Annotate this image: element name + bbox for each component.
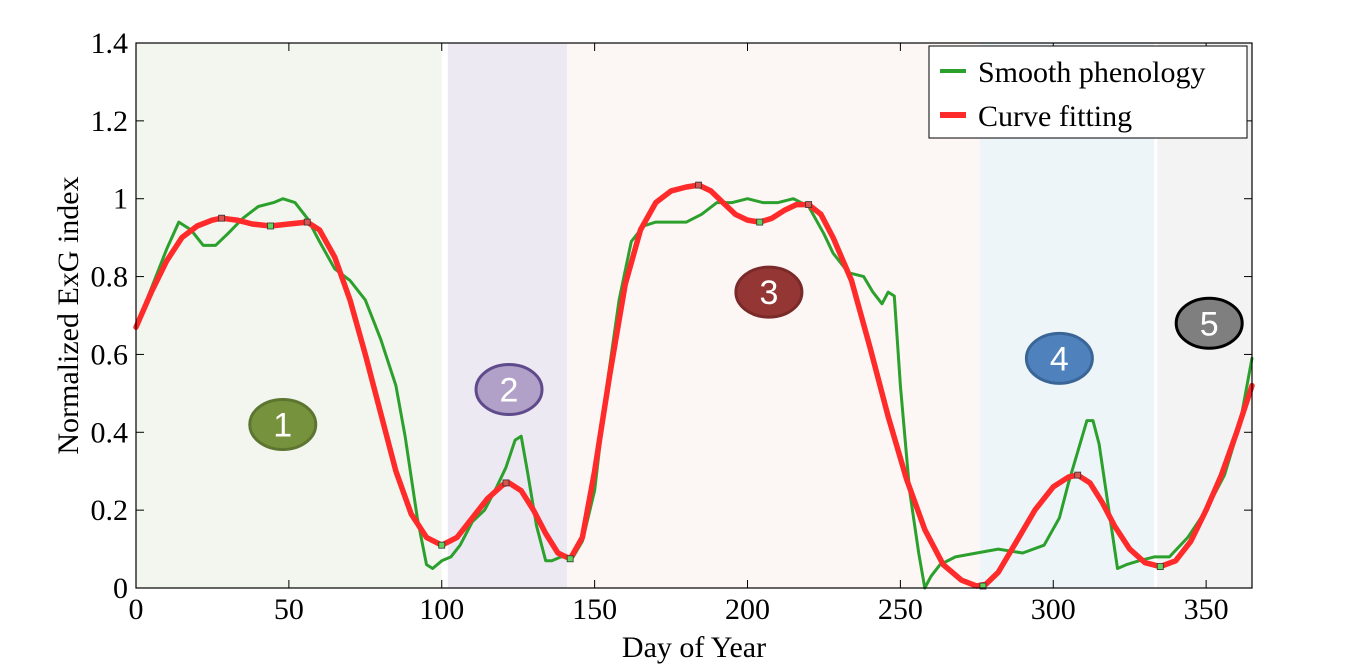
x-tick-label: 250 xyxy=(878,593,923,626)
peak-point xyxy=(218,214,226,222)
x-tick-label: 100 xyxy=(419,593,464,626)
period-band-2 xyxy=(447,43,568,588)
trough-point xyxy=(756,218,764,226)
period-marker-1 xyxy=(248,398,318,451)
x-tick-label: 350 xyxy=(1184,593,1229,626)
y-tick-label: 0.2 xyxy=(91,494,129,527)
x-tick-label: 50 xyxy=(274,593,304,626)
period-band-1 xyxy=(136,43,442,588)
key-points xyxy=(218,181,1164,590)
y-axis-label: Normalized ExG index xyxy=(52,176,85,454)
plot-frame xyxy=(135,42,1253,589)
period-marker-3 xyxy=(734,265,804,319)
x-tick-label: 150 xyxy=(572,593,617,626)
y-tick-label: 0 xyxy=(113,572,128,605)
y-tick-label: 1.4 xyxy=(91,27,129,60)
x-axis-ticks: 0 50 100 150 200 250 300 350 xyxy=(129,43,1229,626)
period-labels: 1 2 3 4 5 xyxy=(248,265,1244,451)
legend-label-smooth-phenology: Smooth phenology xyxy=(978,56,1206,89)
period-marker-4 xyxy=(1024,331,1094,385)
y-axis-ticks: 0 0.2 0.4 0.6 0.8 1 1.2 1.4 xyxy=(91,27,1252,605)
peak-point xyxy=(303,218,311,226)
legend-label-curve-fitting: Curve fitting xyxy=(978,100,1132,133)
period-marker-label-3: 3 xyxy=(759,274,778,312)
x-tick-label: 0 xyxy=(129,593,144,626)
series-layer xyxy=(133,182,1255,590)
period-marker-label-4: 4 xyxy=(1050,340,1069,378)
legend: Smooth phenology Curve fitting xyxy=(928,45,1248,139)
period-marker-label-1: 1 xyxy=(273,407,292,445)
y-tick-label: 0.6 xyxy=(91,338,129,371)
period-marker-label-2: 2 xyxy=(500,371,519,409)
series-line-curve-fitting xyxy=(133,182,1255,589)
trough-point xyxy=(979,582,987,590)
trough-point xyxy=(566,555,574,563)
x-tick-label: 300 xyxy=(1031,593,1076,626)
y-tick-label: 1.2 xyxy=(91,105,129,138)
period-marker-2 xyxy=(474,362,544,416)
y-tick-label: 0.4 xyxy=(91,416,129,449)
x-tick-label: 200 xyxy=(725,593,770,626)
period-marker-5 xyxy=(1174,296,1244,350)
trough-point xyxy=(1156,563,1164,570)
peak-point xyxy=(1074,471,1082,479)
peak-point xyxy=(502,479,510,487)
peak-point xyxy=(805,201,813,208)
y-tick-label: 0.8 xyxy=(91,261,129,294)
trough-point xyxy=(267,222,274,230)
x-axis-label: Day of Year xyxy=(622,631,766,664)
period-marker-label-5: 5 xyxy=(1200,305,1219,343)
y-tick-label: 1 xyxy=(113,183,128,216)
trough-point xyxy=(438,541,446,549)
peak-point xyxy=(695,181,702,189)
legend-box xyxy=(928,45,1248,139)
